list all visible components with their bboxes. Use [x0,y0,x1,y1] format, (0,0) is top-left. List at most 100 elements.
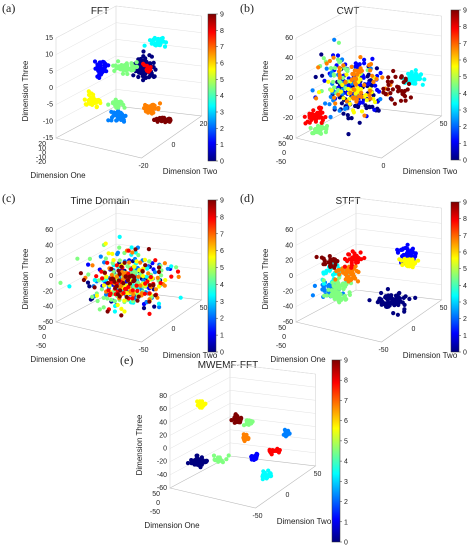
point-class-0 [367,298,372,303]
colorbar-tick-label: 4 [220,282,224,289]
point-class-9 [328,257,333,262]
colorbar-tick-label: 0 [463,350,467,357]
point-class-7 [138,283,143,288]
grid-line [229,403,316,414]
grid-line [295,197,357,231]
colorbar-tick-label: 2 [220,316,224,323]
point-class-6 [97,99,102,104]
point-class-3 [156,301,162,306]
x-tick-label: -50 [276,159,286,166]
point-class-0 [185,461,191,466]
point-class-5 [101,295,106,300]
point-class-9 [314,254,319,260]
point-class-0 [389,296,394,301]
point-class-7 [380,75,385,80]
colorbar-tick-label: 9 [463,8,467,15]
grid-line [355,45,442,57]
point-class-6 [104,274,109,279]
point-class-9 [102,270,107,275]
colorbar-tick-label: 8 [463,24,467,31]
z-tick-label: 40 [285,55,293,62]
z-tick-label: 0 [49,273,53,280]
point-class-9 [153,293,158,298]
point-class-4 [117,258,122,263]
point-class-7 [246,436,251,442]
point-class-8 [148,67,153,72]
point-class-1 [410,250,415,255]
point-class-9 [388,91,393,96]
point-class-7 [355,279,361,284]
point-class-9 [327,254,332,259]
point-class-6 [94,104,99,109]
z-tick-label: -20 [283,115,293,122]
point-class-9 [229,418,234,423]
point-class-0 [194,453,199,458]
point-class-0 [192,462,197,467]
point-class-7 [371,79,376,85]
point-class-9 [168,116,173,122]
point-class-9 [321,256,326,261]
z-tick-label: 40 [285,242,293,249]
point-class-8 [349,263,354,268]
point-class-1 [102,68,107,73]
point-class-3 [157,43,163,48]
point-class-9 [119,264,124,269]
point-class-0 [357,120,362,125]
point-class-8 [123,286,128,292]
point-class-0 [385,287,390,292]
point-class-6 [163,278,168,283]
point-class-4 [308,125,313,131]
point-class-0 [319,52,324,57]
grid-line [355,228,442,239]
point-class-0 [193,458,198,463]
colorbar-tick-label: 3 [463,300,467,307]
point-class-6 [122,298,127,303]
point-class-9 [398,98,404,103]
x-tick-label: -50 [36,343,46,350]
chart-title: Time Domain [70,196,129,207]
point-class-9 [329,263,334,268]
x-axis-label: Dimension One [144,521,200,530]
point-class-8 [147,291,152,296]
point-class-9 [156,269,162,275]
point-class-0 [313,74,318,80]
point-class-9 [155,119,160,124]
point-class-9 [389,97,394,102]
point-class-9 [402,88,407,94]
point-class-2 [310,293,315,298]
z-tick-label: -10 [43,118,53,125]
colorbar-tick-label: 8 [220,28,224,35]
point-class-2 [323,101,328,106]
point-class-0 [374,66,379,71]
point-class-0 [346,116,351,121]
point-class-4 [130,64,135,69]
z-tick-label: -15 [43,135,53,142]
point-class-7 [130,250,135,255]
point-class-0 [345,113,350,118]
plot-box [169,363,317,509]
point-class-4 [342,284,347,289]
point-class-6 [347,101,352,107]
point-class-1 [362,61,367,66]
z-tick-label: -40 [283,304,293,311]
point-class-8 [169,274,174,279]
grid-line [229,442,316,454]
point-class-0 [392,297,398,303]
point-class-9 [121,281,126,286]
point-class-0 [407,296,412,302]
point-class-6 [142,257,148,262]
chart-title: CWT [337,6,360,17]
point-class-8 [275,446,280,451]
point-class-0 [366,72,371,77]
point-class-6 [134,259,139,264]
grid-line [355,274,442,285]
grid-line [169,363,231,397]
point-class-8 [319,105,324,111]
point-class-0 [339,101,344,106]
point-class-0 [138,70,143,75]
point-class-9 [152,117,157,122]
point-class-7 [350,71,355,77]
point-class-0 [141,49,146,54]
z-axis-label: Dimension Three [135,414,144,475]
point-class-1 [401,246,406,251]
